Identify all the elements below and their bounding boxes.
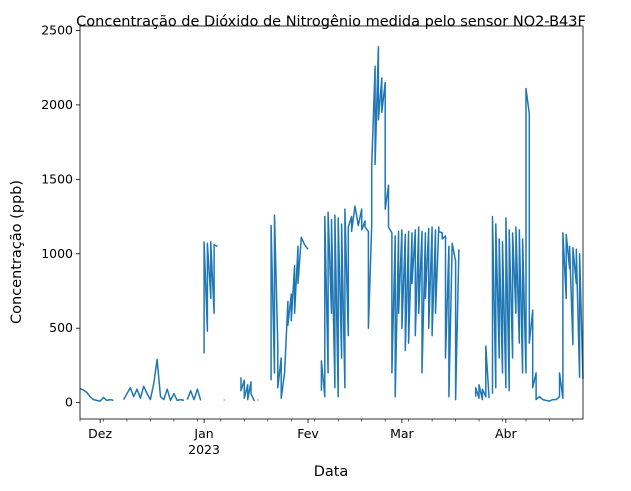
x-tick-label: Fev [297, 426, 319, 441]
chart-title: Concentração de Dióxido de Nitrogênio me… [76, 14, 586, 30]
series-line-segment-10 [474, 345, 490, 401]
plot-frame [79, 25, 584, 420]
y-tick-label: 0 [65, 395, 73, 410]
y-tick-label: 500 [49, 320, 73, 335]
series-line-segment-3 [186, 388, 202, 401]
x-tick-sublabel: 2023 [188, 442, 220, 457]
x-tick-label: Abr [495, 426, 517, 441]
series-line-segment-1 [79, 387, 114, 402]
series-line-segment-2 [122, 358, 185, 402]
y-tick-label: 2500 [41, 22, 73, 37]
y-axis-label: Concentração (ppb) [9, 180, 25, 324]
series-line-segment-9 [320, 46, 460, 401]
x-axis-label: Data [314, 464, 349, 480]
x-tick-label: Mar [390, 426, 414, 441]
series-line-segment-8 [270, 214, 309, 399]
series-line-segment-6 [240, 377, 256, 402]
x-tick-label: Jan [193, 426, 213, 441]
y-tick-label: 1500 [41, 171, 73, 186]
y-tick-label: 2000 [41, 97, 73, 112]
x-tick-label: Dez [88, 426, 112, 441]
series-line-segment-4 [203, 241, 218, 354]
y-tick-label: 1000 [41, 246, 73, 261]
series-line-segment-11 [491, 87, 584, 402]
